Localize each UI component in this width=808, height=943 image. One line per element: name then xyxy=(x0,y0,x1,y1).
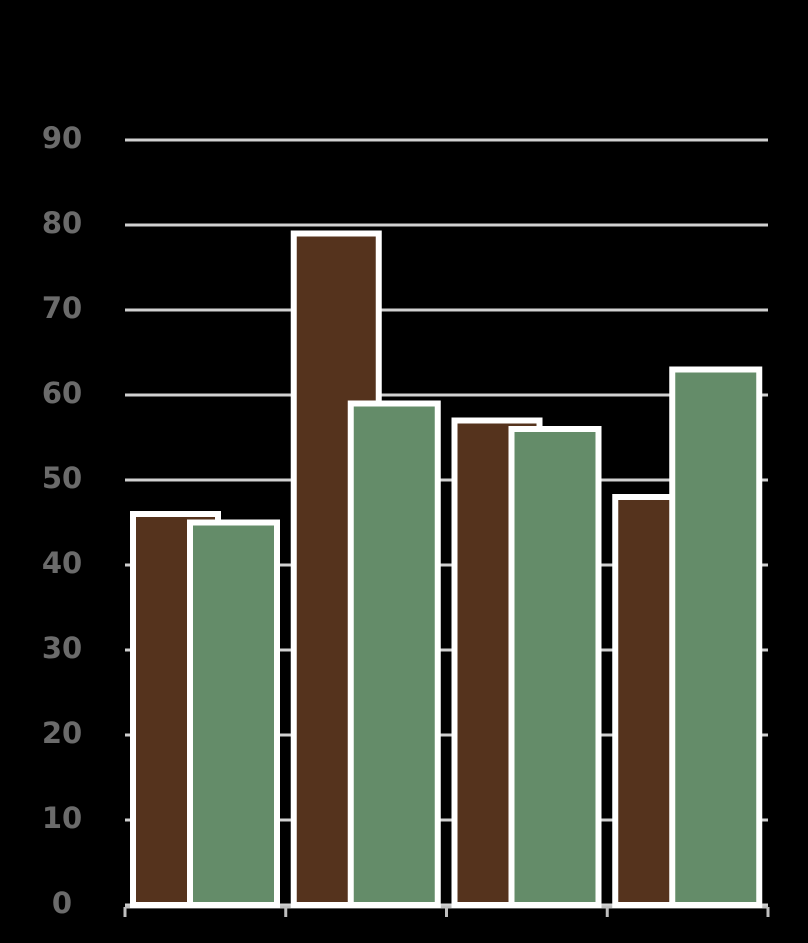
y-tick-label: 0 xyxy=(52,886,72,920)
y-tick-label: 90 xyxy=(42,121,82,155)
y-tick-label: 50 xyxy=(42,461,82,495)
y-tick-label: 80 xyxy=(42,206,82,240)
bar xyxy=(508,426,602,908)
y-tick-label: 40 xyxy=(42,546,82,580)
y-tick-label: 10 xyxy=(42,801,82,835)
y-tick-label: 60 xyxy=(42,376,82,410)
bar xyxy=(347,400,441,908)
bar xyxy=(187,519,280,908)
bar xyxy=(669,366,763,908)
y-tick-label: 70 xyxy=(42,291,82,325)
y-tick-label: 30 xyxy=(42,631,82,665)
y-tick-label: 20 xyxy=(42,716,82,750)
